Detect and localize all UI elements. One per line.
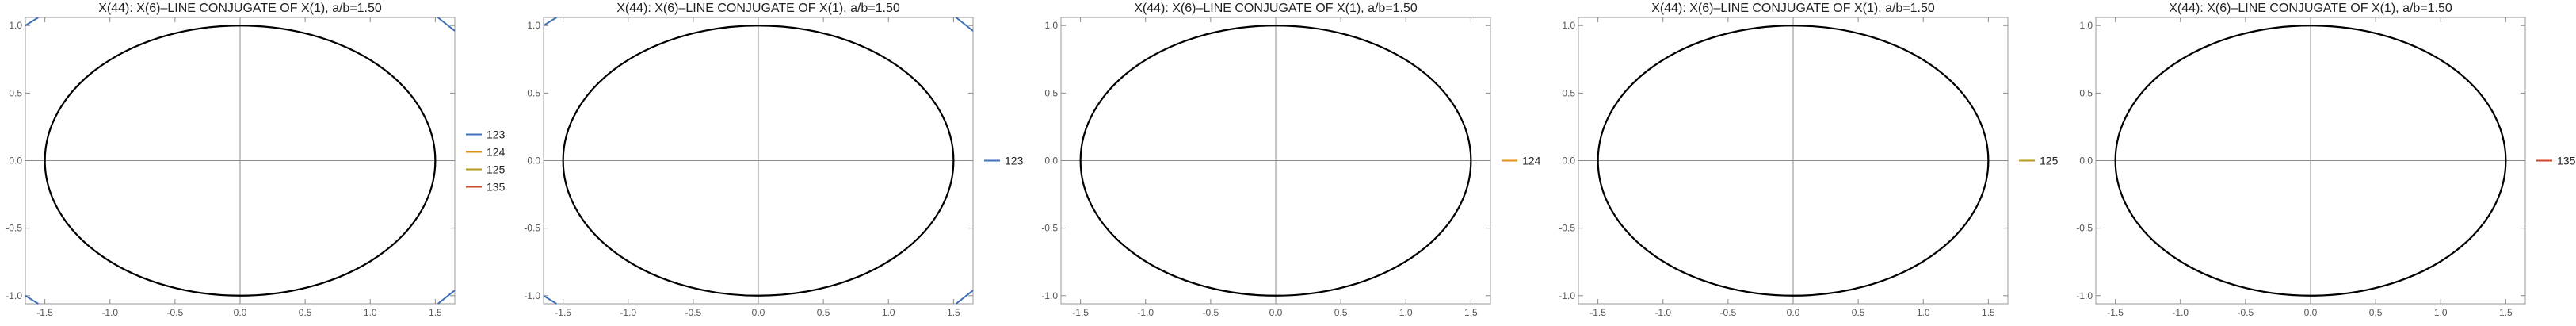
x-tick-label: 1.0 <box>2434 307 2448 318</box>
ellipse-curve <box>2114 25 2507 297</box>
x-tick-label: -0.5 <box>167 307 184 318</box>
x-tick-label: -0.5 <box>1203 307 1219 318</box>
y-tick-label: 0.0 <box>1044 155 1058 167</box>
chart-title: X(44): X(6)–LINE CONJUGATE OF X(1), a/b=… <box>2169 2 2452 15</box>
chart-title: X(44): X(6)–LINE CONJUGATE OF X(1), a/b=… <box>98 2 382 15</box>
x-tick-label: 0.5 <box>299 307 312 318</box>
y-tick-label: -1.0 <box>6 290 22 301</box>
y-tick-label: -0.5 <box>524 223 540 234</box>
chart-title: X(44): X(6)–LINE CONJUGATE OF X(1), a/b=… <box>1651 2 1935 15</box>
x-tick-label: -1.5 <box>36 307 53 318</box>
legend-label-123: 123 <box>1005 155 1024 167</box>
y-tick-label: 0.5 <box>1044 87 1058 98</box>
legend-label-125: 125 <box>487 163 506 176</box>
x-tick-label: 0.0 <box>1269 307 1283 318</box>
y-tick-label: -0.5 <box>2076 223 2093 234</box>
x-tick-label: 0.5 <box>1334 307 1348 318</box>
y-tick-label: 1.0 <box>1562 20 1575 31</box>
x-tick-label: -1.5 <box>555 307 571 318</box>
series-123-curve <box>25 294 39 305</box>
x-tick-label: 0.0 <box>752 307 765 318</box>
y-tick-label: 0.0 <box>2079 155 2093 167</box>
chart-panel-4: X(44): X(6)–LINE CONJUGATE OF X(1), a/b=… <box>1559 2 2058 318</box>
y-tick-label: 1.0 <box>527 20 540 31</box>
ellipse-curve <box>1597 25 1990 297</box>
y-tick-label: -1.0 <box>524 290 540 301</box>
x-tick-label: -0.5 <box>685 307 702 318</box>
y-tick-label: -0.5 <box>6 223 22 234</box>
x-tick-label: 0.0 <box>1787 307 1800 318</box>
x-tick-label: -1.0 <box>2172 307 2189 318</box>
series-123-curve <box>437 290 456 305</box>
ellipse-curve <box>1079 25 1472 297</box>
y-tick-label: 0.0 <box>1562 155 1575 167</box>
x-tick-label: -1.0 <box>620 307 636 318</box>
x-tick-label: 1.5 <box>1464 307 1478 318</box>
x-tick-label: 0.5 <box>1852 307 1865 318</box>
x-tick-label: -1.0 <box>1654 307 1671 318</box>
chart-panel-5: X(44): X(6)–LINE CONJUGATE OF X(1), a/b=… <box>2076 2 2575 318</box>
x-tick-label: 1.5 <box>947 307 960 318</box>
x-tick-label: -1.0 <box>101 307 118 318</box>
chart-title: X(44): X(6)–LINE CONJUGATE OF X(1), a/b=… <box>1134 2 1418 15</box>
y-tick-label: 0.0 <box>9 155 22 167</box>
y-tick-label: 0.5 <box>527 87 540 98</box>
y-tick-label: -0.5 <box>1041 223 1058 234</box>
chart-title: X(44): X(6)–LINE CONJUGATE OF X(1), a/b=… <box>616 2 900 15</box>
series-123-curve <box>955 17 974 32</box>
series-123-curve <box>543 294 557 305</box>
ellipse-curve <box>44 25 437 297</box>
legend-label-125: 125 <box>2040 155 2059 167</box>
y-tick-label: 0.0 <box>527 155 540 167</box>
chart-panel-1: X(44): X(6)–LINE CONJUGATE OF X(1), a/b=… <box>6 2 505 318</box>
y-tick-label: 1.0 <box>9 20 22 31</box>
x-tick-label: -1.0 <box>1137 307 1154 318</box>
chart-panel-2: X(44): X(6)–LINE CONJUGATE OF X(1), a/b=… <box>524 2 1023 318</box>
series-123-curve <box>437 17 456 32</box>
x-tick-label: 1.5 <box>1982 307 1995 318</box>
x-tick-label: 1.5 <box>429 307 442 318</box>
series-123-curve <box>25 17 39 27</box>
legend-label-124: 124 <box>1522 155 1541 167</box>
x-tick-label: -1.5 <box>1072 307 1089 318</box>
legend-label-135: 135 <box>2557 155 2576 167</box>
y-tick-label: 0.5 <box>1562 87 1575 98</box>
x-tick-label: 1.0 <box>1399 307 1413 318</box>
ellipse-curve <box>562 25 955 297</box>
x-tick-label: 1.5 <box>2499 307 2513 318</box>
y-tick-label: 0.5 <box>9 87 22 98</box>
y-tick-label: 1.0 <box>2079 20 2093 31</box>
x-tick-label: 1.0 <box>882 307 895 318</box>
x-tick-label: 1.0 <box>1917 307 1930 318</box>
x-tick-label: 0.5 <box>817 307 830 318</box>
legend-label-124: 124 <box>487 146 506 159</box>
series-123-curve <box>955 290 974 305</box>
x-tick-label: -1.5 <box>2107 307 2124 318</box>
legend-label-123: 123 <box>487 128 506 141</box>
x-tick-label: -0.5 <box>1720 307 1737 318</box>
y-tick-label: -1.0 <box>1041 290 1058 301</box>
x-tick-label: 0.5 <box>2369 307 2383 318</box>
x-tick-label: -0.5 <box>2238 307 2254 318</box>
x-tick-label: 0.0 <box>234 307 247 318</box>
y-tick-label: -1.0 <box>2076 290 2093 301</box>
x-tick-label: 0.0 <box>2304 307 2318 318</box>
chart-panel-3: X(44): X(6)–LINE CONJUGATE OF X(1), a/b=… <box>1041 2 1540 318</box>
legend-label-135: 135 <box>487 181 506 194</box>
x-tick-label: -1.5 <box>1589 307 1606 318</box>
y-tick-label: -0.5 <box>1559 223 1575 234</box>
x-tick-label: 1.0 <box>364 307 377 318</box>
y-tick-label: 1.0 <box>1044 20 1058 31</box>
y-tick-label: 0.5 <box>2079 87 2093 98</box>
y-tick-label: -1.0 <box>1559 290 1575 301</box>
series-123-curve <box>543 17 557 27</box>
